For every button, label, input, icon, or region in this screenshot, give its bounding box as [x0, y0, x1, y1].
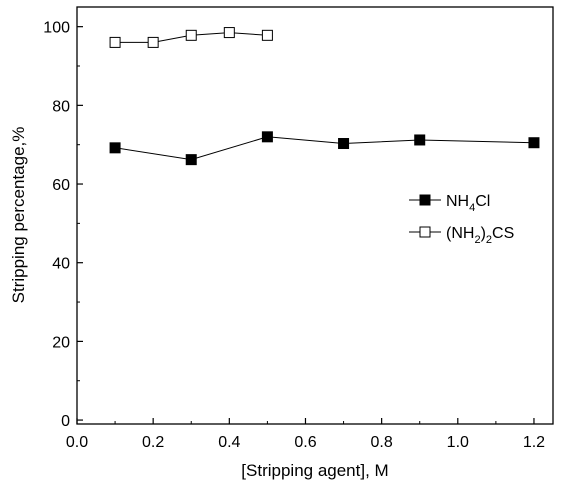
data-point	[147, 36, 159, 48]
y-tick-label: 20	[52, 334, 70, 351]
plot-frame	[76, 6, 554, 425]
series-nh4cl	[109, 131, 540, 166]
data-point	[223, 27, 235, 39]
y-tick-label: 100	[43, 20, 70, 37]
legend-item-nh4cl: NH4Cl	[409, 193, 490, 214]
y-tick-label: 80	[52, 98, 70, 115]
series-thiourea	[109, 27, 273, 48]
legend-marker-filled-square	[419, 194, 431, 206]
x-tick-label: 1.0	[447, 434, 469, 451]
x-tick-label: 0.8	[371, 434, 393, 451]
y-tick-label: 0	[61, 413, 70, 430]
y-tick-label: 60	[52, 177, 70, 194]
legend-label-thiourea: (NH2)2CS	[446, 225, 514, 246]
legend-item-thiourea: (NH2)2CS	[409, 225, 514, 246]
legend-marker-open-square	[419, 226, 431, 238]
legend-label-nh4cl: NH4Cl	[446, 193, 490, 214]
legend: NH4Cl (NH2)2CS	[409, 193, 514, 246]
data-point	[338, 138, 350, 150]
data-point	[109, 36, 121, 48]
x-tick-label: 0.0	[66, 434, 88, 451]
data-point	[261, 131, 273, 143]
data-point	[261, 29, 273, 41]
data-point	[528, 137, 540, 149]
y-axis-title: Stripping percentage,%	[9, 127, 28, 304]
x-tick-label: 0.4	[218, 434, 240, 451]
x-tick-label: 0.2	[142, 434, 164, 451]
data-point	[185, 154, 197, 166]
series-line	[115, 136, 535, 161]
x-axis-title: [Stripping agent], M	[241, 461, 388, 480]
data-point	[109, 142, 121, 154]
data-point	[414, 134, 426, 146]
series-layer	[109, 27, 540, 166]
x-axis: 0.0 0.2 0.4 0.6 0.8 1.0 1.2	[66, 418, 545, 451]
data-point	[185, 29, 197, 41]
x-tick-label: 0.6	[294, 434, 316, 451]
y-axis: 0 20 40 60 80 100	[43, 20, 83, 430]
x-tick-label: 1.2	[523, 434, 545, 451]
y-tick-label: 40	[52, 256, 70, 273]
